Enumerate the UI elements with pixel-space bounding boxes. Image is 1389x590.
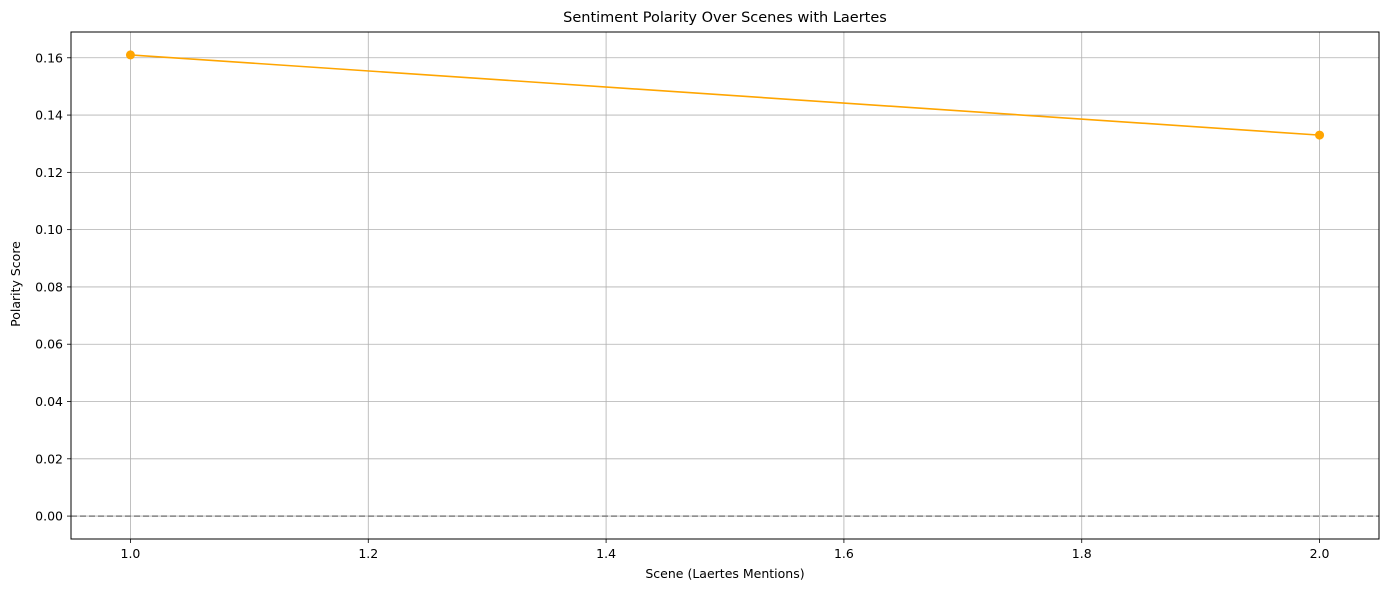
- chart-title: Sentiment Polarity Over Scenes with Laer…: [563, 10, 887, 26]
- y-tick-label: 0.00: [35, 509, 63, 524]
- y-axis-ticks: 0.00 0.02 0.04 0.06 0.08 0.10 0.12 0.14 0.16: [35, 50, 71, 524]
- x-tick-label: 1.4: [596, 546, 616, 561]
- data-point: [1315, 130, 1325, 140]
- y-tick-label: 0.02: [35, 451, 63, 466]
- y-tick-label: 0.16: [35, 50, 63, 65]
- y-tick-label: 0.12: [35, 165, 63, 180]
- y-tick-label: 0.06: [35, 337, 63, 352]
- y-tick-label: 0.08: [35, 279, 63, 294]
- x-tick-label: 1.0: [121, 546, 141, 561]
- y-axis-label: Polarity Score: [8, 241, 23, 327]
- data-point: [125, 50, 135, 60]
- y-tick-label: 0.14: [35, 108, 63, 123]
- x-tick-label: 1.2: [358, 546, 378, 561]
- series-line: [130, 54, 1320, 136]
- x-axis-ticks: 1.0 1.2 1.4 1.6 1.8 2.0: [121, 539, 1330, 561]
- series-layer: [125, 50, 1325, 140]
- x-tick-label: 2.0: [1310, 546, 1330, 561]
- x-tick-label: 1.6: [834, 546, 854, 561]
- y-tick-label: 0.10: [35, 222, 63, 237]
- grid: [71, 32, 1379, 539]
- x-tick-label: 1.8: [1072, 546, 1092, 561]
- x-axis-label: Scene (Laertes Mentions): [645, 566, 804, 581]
- y-tick-label: 0.04: [35, 394, 63, 409]
- plot-frame: [70, 31, 1380, 540]
